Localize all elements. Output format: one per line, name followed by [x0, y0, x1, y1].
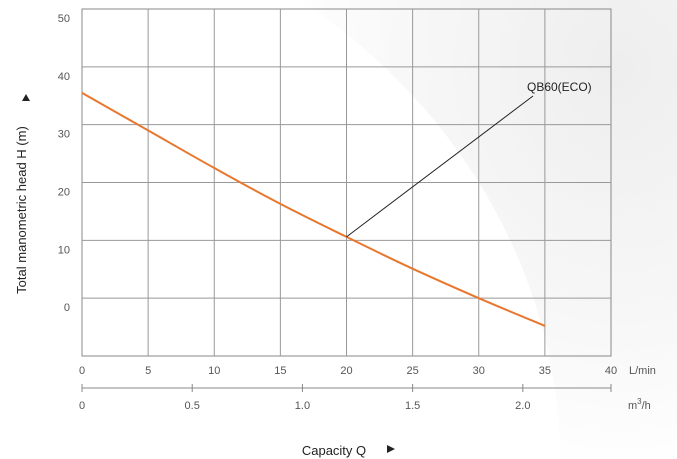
y-tick-labels: 50 40 30 20 10 0 [58, 13, 70, 314]
series-label: QB60(ECO) [527, 80, 592, 94]
background-swoosh [300, 0, 677, 459]
y-tick-label: 0 [64, 302, 70, 314]
grid [81, 8, 612, 357]
secondary-tick-label: 0 [79, 400, 85, 412]
secondary-tick-label: 1.5 [405, 400, 420, 412]
y-axis-title: Total manometric head H (m) [14, 126, 29, 294]
series-line [81, 92, 546, 327]
x-tick-label: 35 [539, 365, 551, 377]
y-axis-title-group: Total manometric head H (m) [14, 126, 29, 294]
x-tick-label: 30 [473, 365, 485, 377]
x-tick-label: 0 [79, 365, 85, 377]
secondary-tick-label: 2.0 [515, 400, 530, 412]
y-tick-label: 40 [58, 71, 70, 83]
x-tick-labels: 0 5 10 15 20 25 30 35 40 [79, 365, 617, 377]
up-triangle-icon [22, 94, 30, 101]
x-tick-label: 20 [340, 365, 352, 377]
x-tick-label: 5 [145, 365, 151, 377]
secondary-x-axis: 0 0.5 1.0 1.5 2.0 m3/h [79, 384, 651, 412]
series-leader-line [346, 95, 534, 238]
y-tick-label: 50 [58, 13, 70, 25]
x-tick-label: 40 [605, 365, 617, 377]
y-tick-label: 20 [58, 186, 70, 198]
secondary-unit-label: m3/h [628, 397, 651, 412]
x-tick-label: 25 [407, 365, 419, 377]
x-axis-title: Capacity Q [302, 443, 366, 458]
secondary-tick-label: 1.0 [295, 400, 310, 412]
x-tick-label: 15 [274, 365, 286, 377]
x-tick-label: 10 [208, 365, 220, 377]
series-group [81, 92, 546, 327]
right-triangle-icon [387, 445, 395, 453]
x-unit-label: L/min [629, 365, 656, 377]
secondary-tick-label: 0.5 [185, 400, 200, 412]
y-tick-label: 10 [58, 244, 70, 256]
secondary-tick-marks: 0 0.5 1.0 1.5 2.0 [79, 384, 612, 412]
y-tick-label: 30 [58, 129, 70, 141]
